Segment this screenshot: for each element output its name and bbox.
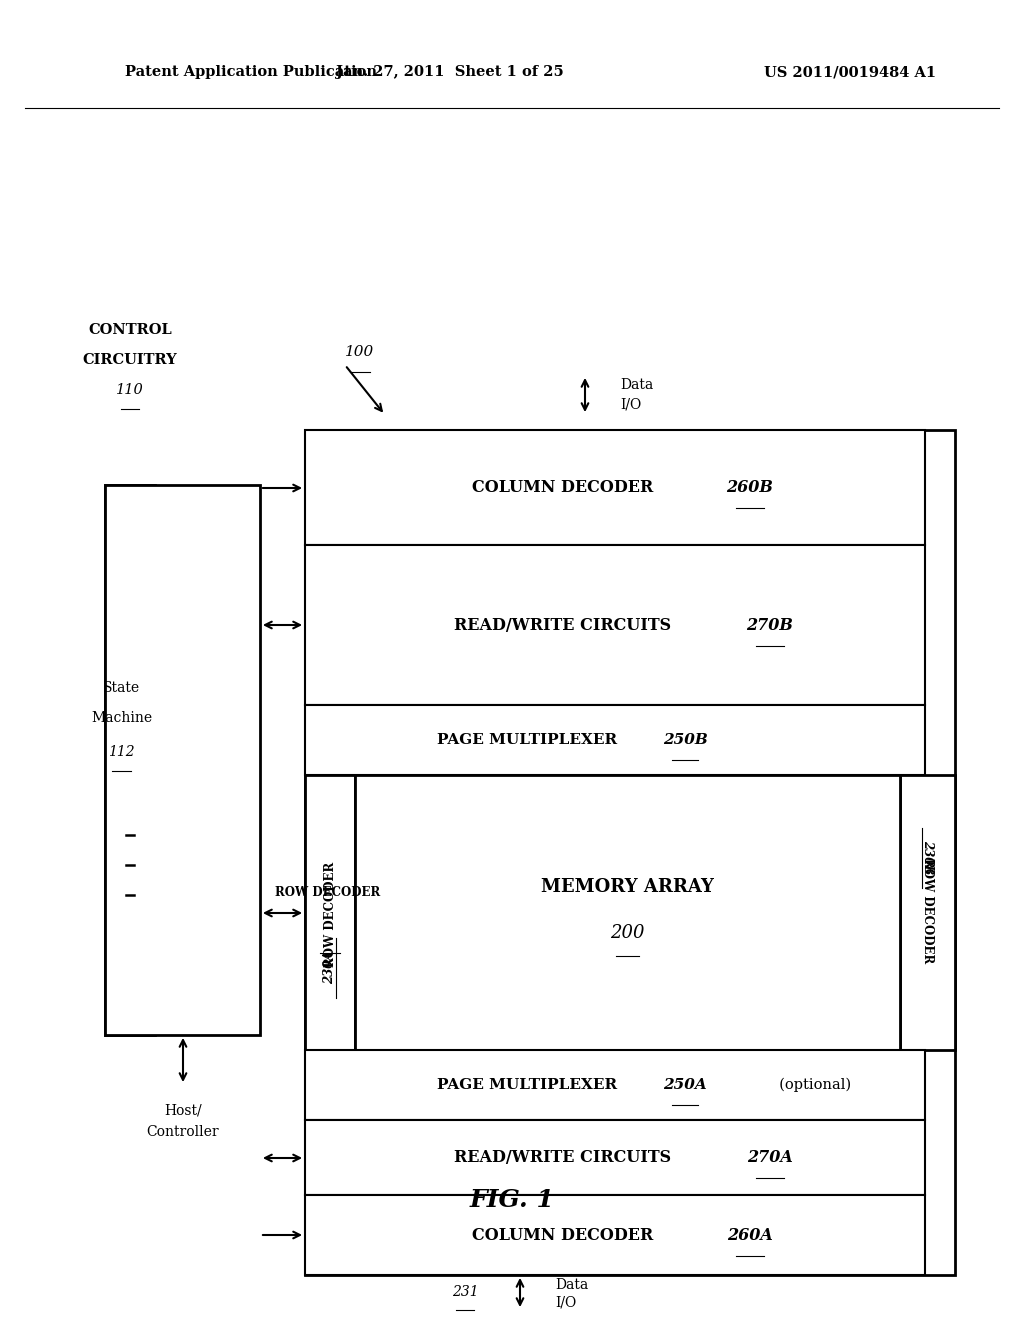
Text: Machine: Machine	[91, 710, 152, 725]
Text: FIG. 1: FIG. 1	[470, 1188, 554, 1212]
Text: Controller: Controller	[146, 1125, 219, 1139]
Text: ROW DECODER: ROW DECODER	[921, 858, 934, 968]
Text: CONTROL: CONTROL	[88, 323, 172, 337]
Text: Data: Data	[555, 1278, 588, 1292]
Text: READ/WRITE CIRCUITS: READ/WRITE CIRCUITS	[454, 616, 677, 634]
Text: 260A: 260A	[727, 1226, 773, 1243]
Bar	[305, 775, 355, 1049]
Bar	[305, 1049, 925, 1119]
Text: 230A: 230A	[324, 950, 337, 985]
Text: 200: 200	[610, 924, 645, 941]
Bar	[900, 775, 955, 1049]
Bar	[118, 649, 125, 795]
Text: ROW DECODER: ROW DECODER	[324, 858, 337, 968]
Text: COLUMN DECODER: COLUMN DECODER	[472, 479, 658, 496]
Text: 250A: 250A	[664, 1078, 707, 1092]
Text: 100: 100	[345, 345, 375, 359]
Bar	[105, 484, 260, 1035]
Bar	[305, 1195, 925, 1275]
Text: I/O: I/O	[620, 399, 641, 412]
Text: PAGE MULTIPLEXER: PAGE MULTIPLEXER	[437, 1078, 623, 1092]
Bar	[305, 705, 925, 775]
Text: 112: 112	[109, 746, 135, 759]
Text: (optional): (optional)	[770, 1078, 851, 1092]
Bar	[305, 545, 925, 705]
Text: PAGE MULTIPLEXER: PAGE MULTIPLEXER	[437, 733, 623, 747]
Text: READ/WRITE CIRCUITS: READ/WRITE CIRCUITS	[454, 1148, 677, 1166]
Text: 260B: 260B	[727, 479, 773, 496]
Text: Data: Data	[620, 378, 653, 392]
Bar	[305, 430, 925, 545]
Bar	[305, 430, 955, 1275]
Text: State: State	[103, 681, 140, 694]
Bar	[355, 775, 900, 1049]
Text: COLUMN DECODER: COLUMN DECODER	[472, 1226, 658, 1243]
Bar	[305, 1119, 925, 1195]
Text: CIRCUITRY: CIRCUITRY	[83, 352, 177, 367]
Text: 110: 110	[116, 383, 144, 397]
Text: US 2011/0019484 A1: US 2011/0019484 A1	[764, 65, 936, 79]
Text: 270B: 270B	[746, 616, 794, 634]
Text: MEMORY ARRAY: MEMORY ARRAY	[541, 879, 714, 896]
Text: Host/: Host/	[164, 1104, 202, 1117]
Text: 231: 231	[452, 1284, 478, 1299]
Text: ROW DECODER: ROW DECODER	[275, 886, 385, 899]
Text: I/O: I/O	[555, 1295, 577, 1309]
Text: 230B: 230B	[921, 841, 934, 875]
Text: 270A: 270A	[748, 1148, 793, 1166]
Text: Jan. 27, 2011  Sheet 1 of 25: Jan. 27, 2011 Sheet 1 of 25	[336, 65, 564, 79]
Bar	[105, 484, 155, 1035]
Text: 250B: 250B	[663, 733, 708, 747]
Text: Patent Application Publication: Patent Application Publication	[125, 65, 377, 79]
